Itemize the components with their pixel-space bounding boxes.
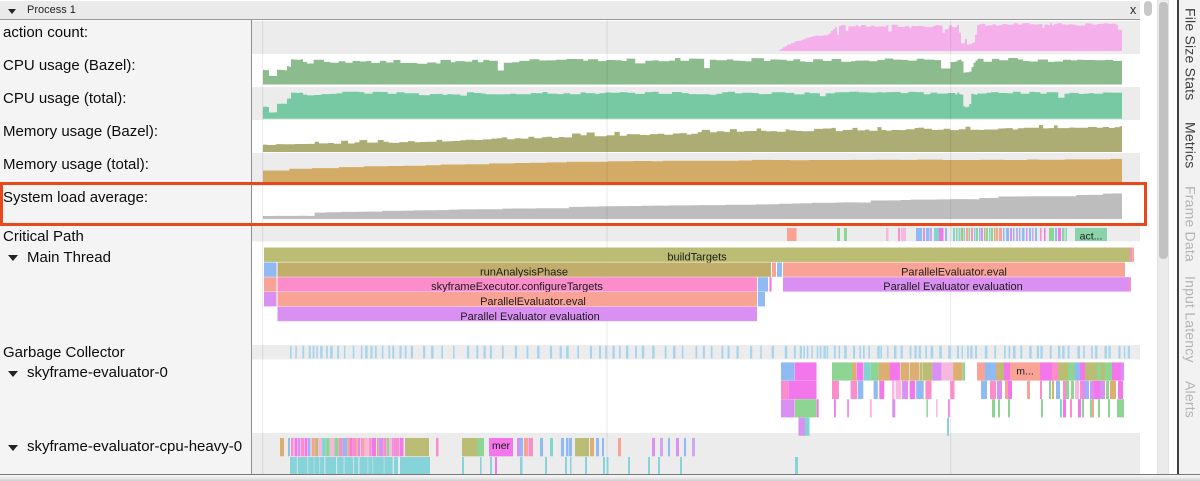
svg-text:act...: act... [1080,231,1103,243]
svg-text:buildTargets: buildTargets [667,252,727,264]
svg-text:m...: m... [1016,365,1034,377]
svg-text:skyframeExecutor.configureTarg: skyframeExecutor.configureTargets [431,281,603,293]
svg-text:Parallel Evaluator evaluation: Parallel Evaluator evaluation [883,281,1022,293]
svg-text:mer: mer [492,440,511,452]
svg-text:ParallelEvaluator.eval: ParallelEvaluator.eval [901,266,1007,278]
svg-text:Parallel Evaluator evaluation: Parallel Evaluator evaluation [460,311,599,323]
svg-text:ParallelEvaluator.eval: ParallelEvaluator.eval [480,296,586,308]
svg-text:runAnalysisPhase: runAnalysisPhase [480,266,568,278]
